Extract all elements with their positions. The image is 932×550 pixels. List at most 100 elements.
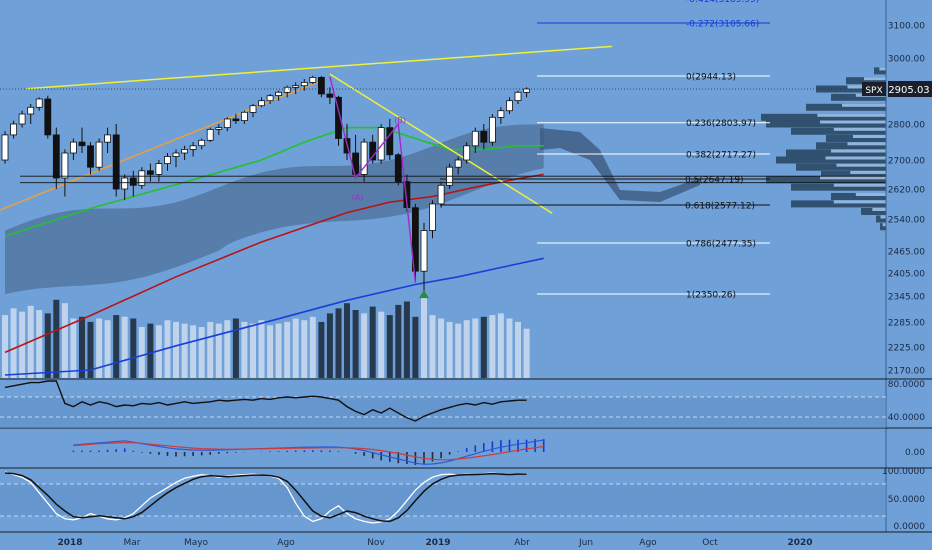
candle-body — [61, 152, 69, 179]
time-axis-label: Jun — [578, 538, 593, 548]
candle-body — [292, 85, 300, 88]
volume-bar — [36, 310, 43, 378]
volume-bar — [224, 320, 231, 378]
volume-bar — [96, 318, 103, 378]
time-axis-label: 2019 — [425, 538, 450, 548]
fib-level-label: -0.272(3105.66) — [686, 20, 759, 30]
rsi-band — [0, 397, 886, 428]
volume-profile-bar — [831, 193, 886, 200]
volume-profile-bar — [846, 77, 886, 85]
candle-body — [369, 141, 377, 161]
volume-profile-bar — [791, 127, 886, 135]
time-axis-label: Nov — [367, 538, 385, 548]
trendline[interactable] — [0, 80, 322, 212]
symbol-tag[interactable] — [862, 82, 886, 96]
time-axis-label: Abr — [514, 538, 530, 548]
candle-body — [44, 98, 52, 136]
candle-body — [309, 77, 317, 83]
volume-bar — [497, 313, 504, 378]
candle-body — [121, 177, 129, 190]
volume-bar — [79, 316, 85, 378]
candle-body — [283, 86, 291, 93]
candle-body — [258, 100, 265, 107]
volume-bar — [207, 321, 214, 378]
volume-bar — [506, 318, 513, 378]
candle-body — [471, 130, 479, 147]
candle-body — [215, 127, 223, 130]
volume-bar — [335, 308, 342, 378]
candle-body — [223, 118, 231, 129]
volume-bar — [378, 311, 385, 378]
volume-profile-bar — [880, 223, 886, 231]
volume-bar — [155, 325, 162, 378]
volume-profile-bar-light — [853, 135, 886, 138]
last-price-tag[interactable] — [888, 81, 932, 97]
candle-body — [27, 106, 35, 115]
volume-profile-bar — [766, 120, 886, 128]
moving-average-line — [4, 126, 544, 237]
candle-body — [335, 96, 342, 139]
volume-profile-bar — [874, 67, 886, 75]
candle-body — [266, 95, 274, 102]
stoch-band — [0, 484, 886, 516]
volume-bar — [403, 301, 410, 378]
time-axis-label: Ago — [277, 538, 295, 548]
price-axis-label: 3000.00 — [888, 55, 925, 65]
candle-body — [394, 154, 402, 183]
stoch-axis-label: 100.0000 — [882, 467, 925, 477]
rsi-axis-label: 80.0000 — [888, 380, 925, 390]
volume-bar — [369, 306, 376, 378]
candle-body — [506, 100, 513, 112]
candle-body — [1, 134, 9, 161]
volume-profile-bar-light — [855, 193, 887, 196]
volume-bar — [87, 321, 94, 378]
trendline[interactable] — [26, 45, 613, 90]
time-axis-label: Oct — [702, 538, 718, 548]
volume-bar — [173, 321, 179, 378]
volume-bar — [138, 327, 145, 378]
candle-body — [480, 130, 488, 143]
candle-body — [10, 123, 18, 136]
volume-profile-bar — [761, 113, 886, 121]
macd-signal-line — [73, 441, 544, 461]
volume-profile-bar — [806, 103, 886, 111]
candle-body — [360, 141, 368, 175]
volume-bar — [301, 320, 308, 378]
ichimoku-cloud — [5, 124, 544, 295]
volume-profile-bar — [826, 135, 886, 142]
candle-body — [317, 77, 325, 95]
volume-profile-bar — [831, 93, 886, 101]
stoch-axis-label: 0.0000 — [894, 522, 926, 532]
volume-bar — [361, 313, 368, 378]
candle-body — [18, 113, 26, 125]
time-axis-label: 2018 — [57, 538, 82, 548]
price-axis-label: 2700.00 — [888, 157, 925, 167]
volume-profile-bar-light — [872, 208, 887, 211]
volume-profile-bar — [786, 149, 886, 157]
fib-level-label: 0.5(2647.19) — [685, 176, 744, 186]
candle-body — [420, 230, 428, 272]
candle-body — [112, 134, 120, 190]
volume-bar — [164, 320, 171, 378]
volume-bar — [326, 313, 333, 378]
price-axis-label: 2345.00 — [888, 293, 925, 303]
fib-level-label: 0.786(2477.35) — [686, 240, 756, 250]
volume-profile-bar-light — [842, 103, 886, 107]
volume-bar — [275, 323, 282, 378]
candle-body — [411, 207, 419, 272]
volume-bar — [241, 321, 248, 378]
candle-body — [95, 141, 103, 168]
candle-body — [181, 148, 189, 154]
candle-body — [78, 141, 86, 147]
fib-level-label: 0.382(2717.27) — [686, 151, 756, 161]
ichimoku-cloud-projection — [540, 128, 700, 202]
fib-level-label: 0(2944.13) — [686, 73, 736, 83]
volume-bar — [344, 303, 350, 378]
candle-body — [488, 116, 496, 143]
fib-level-label-partial: -0.414(3189.99) — [686, 0, 759, 5]
trendline[interactable] — [329, 73, 553, 214]
volume-bar — [480, 316, 487, 378]
volume-profile-bar-light — [833, 183, 887, 187]
volume-bar — [292, 318, 299, 378]
